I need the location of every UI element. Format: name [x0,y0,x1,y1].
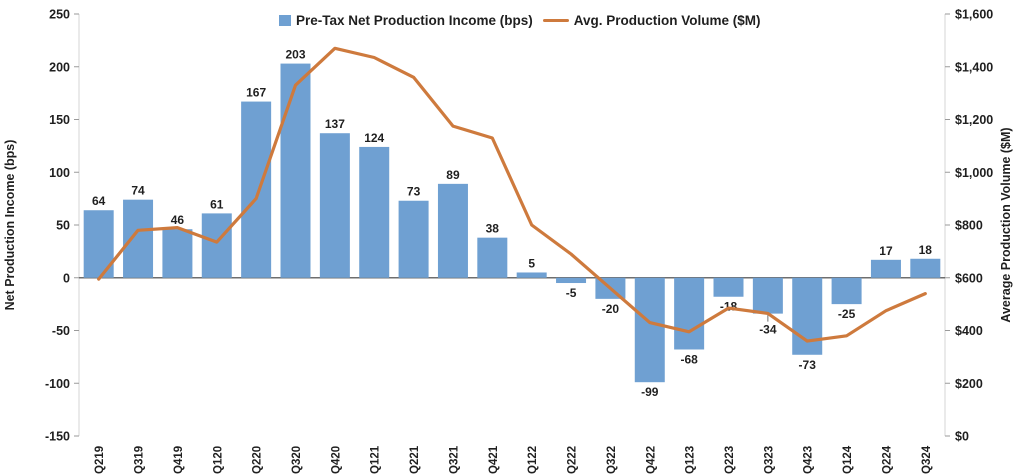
bar-Q419 [162,229,193,278]
bar-value-label: 74 [131,184,145,198]
x-axis-category-label: Q120 [212,446,224,474]
line-series-legend-label: Avg. Production Volume ($M) [573,13,761,28]
x-axis-category-label: Q321 [449,445,461,474]
bar-Q121 [359,146,390,278]
x-axis-category-label: Q323 [763,446,775,474]
chart-legend: Pre-Tax Net Production Income (bps) Avg.… [279,13,761,28]
left-axis-tick-label: -100 [45,377,70,391]
bar-value-label: -99 [641,385,659,399]
bar-value-label: 17 [879,244,893,258]
left-axis-tick-label: -50 [52,324,70,338]
right-axis-tick-label: $1,200 [955,113,993,127]
bar-value-label: 64 [92,194,106,208]
left-axis-tick-label: 50 [56,219,70,233]
right-axis-tick-label: $1,000 [955,166,993,180]
bar-value-label: -5 [566,286,577,300]
bar-Q122 [516,272,547,278]
bar-Q319 [123,199,154,278]
bar-Q223 [713,277,744,297]
left-axis-tick-label: 200 [49,60,70,74]
left-axis-tick-label: 150 [49,113,70,127]
x-axis-category-label: Q219 [94,446,106,474]
right-axis-tick-label: $1,400 [955,60,993,74]
x-axis-category-label: Q220 [252,446,264,474]
right-axis-tick-label: $200 [955,377,983,391]
line-series-swatch-icon [542,18,569,23]
bar-value-label: -25 [838,307,856,321]
right-axis-tick-label: $1,600 [955,8,993,22]
bar-value-label: 124 [364,131,384,145]
bar-value-label: 73 [407,185,421,199]
x-axis-category-label: Q121 [370,445,382,474]
bar-value-label: 203 [285,48,305,62]
bar-value-label: 167 [246,86,266,100]
x-axis-category-label: Q324 [921,445,933,474]
x-axis-category-label: Q222 [567,446,579,474]
left-axis-tick-label: 100 [49,166,70,180]
x-axis-category-label: Q124 [842,445,854,474]
left-axis-tick-label: -150 [45,430,70,444]
right-axis-tick-label: $600 [955,271,983,285]
bar-value-label: 18 [919,243,933,257]
volume-line [97,46,927,343]
bar-Q120 [201,213,232,278]
bar-value-label: 61 [210,197,224,211]
legend-item-line-series: Avg. Production Volume ($M) [542,13,761,28]
bar-value-label: -73 [799,358,817,372]
bar-Q224 [870,259,901,278]
bar-Q323 [752,277,783,314]
bar-value-label: -20 [602,302,620,316]
bar-Q321 [437,183,468,278]
bar-Q222 [556,277,587,284]
x-axis-category-label: Q223 [724,446,736,474]
bar-series-swatch-icon [279,15,291,26]
x-axis-category-label: Q319 [134,446,146,474]
bar-value-label: -34 [759,323,777,337]
bar-value-label: 46 [171,213,185,227]
left-axis-tick-label: 0 [63,271,70,285]
x-axis-category-label: Q322 [606,446,618,474]
bar-series-legend-label: Pre-Tax Net Production Income (bps) [296,13,533,28]
left-axis-title: Net Production Income (bps) [3,139,17,311]
right-axis-tick-label: $0 [955,430,969,444]
bar-Q324 [910,258,941,278]
bar-Q423 [792,277,823,355]
bar-Q220 [241,101,272,278]
bar-Q123 [674,277,705,350]
bar-value-label: 89 [446,168,460,182]
bar-Q124 [831,277,862,305]
x-axis-category-label: Q422 [645,446,657,474]
x-axis-category-label: Q123 [685,446,697,474]
x-axis-category-label: Q221 [409,445,421,474]
bar-Q320 [280,63,311,278]
right-axis-title: Average Production Volume ($M) [999,127,1013,323]
right-axis-tick-label: $800 [955,219,983,233]
bar-value-label: -68 [680,352,698,366]
x-axis-category-label: Q224 [882,445,894,474]
bar-Q422 [634,277,665,383]
bar-Q421 [477,237,508,278]
bar-Q420 [319,133,350,278]
right-axis-tick-label: $400 [955,324,983,338]
bar-value-label: 137 [325,117,345,131]
x-axis-category-label: Q421 [488,445,500,474]
left-axis-tick-label: 250 [49,8,70,22]
bar-value-label: 38 [486,222,500,236]
x-axis-category-label: Q419 [173,446,185,474]
x-axis-category-label: Q420 [330,446,342,474]
x-axis-category-label: Q122 [527,446,539,474]
bar-Q221 [398,200,429,278]
bar-value-label: 5 [528,256,535,270]
x-axis-category-label: Q320 [291,446,303,474]
legend-item-bar-series: Pre-Tax Net Production Income (bps) [279,13,533,28]
x-axis-category-label: Q423 [803,446,815,474]
